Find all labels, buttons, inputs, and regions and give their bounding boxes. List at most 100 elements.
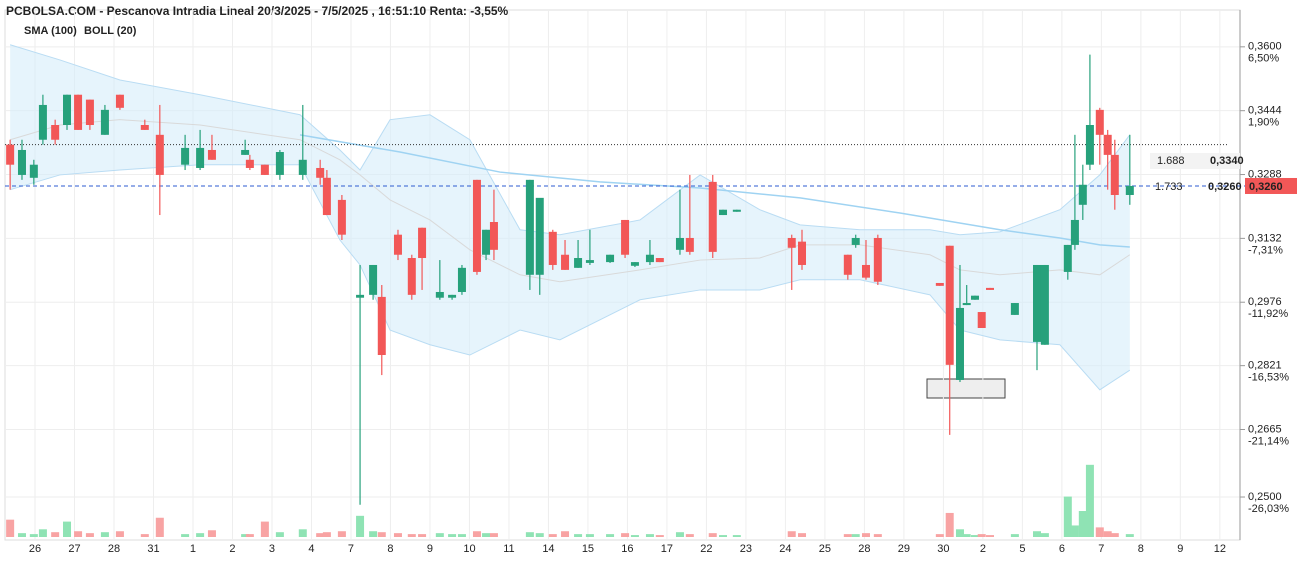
volume-bar bbox=[535, 533, 544, 537]
y-tick-label: 0,2665 bbox=[1248, 423, 1282, 435]
candle-body bbox=[472, 179, 481, 272]
volume-bar bbox=[1110, 533, 1119, 537]
x-tick-label: 25 bbox=[819, 543, 831, 555]
x-tick-label: 28 bbox=[858, 543, 870, 555]
candle-body bbox=[448, 294, 457, 298]
candle-body bbox=[861, 264, 870, 278]
x-tick-label: 27 bbox=[68, 543, 80, 555]
volume-bar bbox=[356, 515, 365, 537]
volume-bar bbox=[873, 534, 882, 537]
volume-bar bbox=[945, 512, 954, 537]
volume-bar bbox=[181, 534, 190, 537]
volume-bar bbox=[708, 533, 717, 537]
candle-body bbox=[1040, 264, 1049, 345]
volume-bar bbox=[675, 532, 684, 537]
candle-body bbox=[356, 294, 365, 298]
candle-body bbox=[645, 254, 654, 263]
candle-body bbox=[155, 134, 164, 175]
candle-body bbox=[945, 245, 954, 365]
x-tick-label: 17 bbox=[661, 543, 673, 555]
candle-body bbox=[17, 149, 26, 175]
volume-bar bbox=[393, 533, 402, 537]
candle-body bbox=[732, 209, 741, 212]
volume-bar bbox=[1070, 525, 1079, 537]
candle-body bbox=[140, 125, 149, 130]
volume-bar bbox=[574, 534, 583, 537]
x-tick-label: 2 bbox=[229, 543, 235, 555]
candle-body bbox=[873, 237, 882, 282]
candle-body bbox=[377, 296, 386, 356]
candle-body bbox=[561, 254, 570, 270]
candle-body bbox=[51, 125, 60, 140]
candle-body bbox=[621, 219, 630, 255]
y-tick-label: 0,3288 bbox=[1248, 168, 1282, 180]
candle-body bbox=[38, 104, 47, 140]
x-tick-label: 7 bbox=[1098, 543, 1104, 555]
candle-body bbox=[798, 241, 807, 265]
volume-bar bbox=[955, 529, 964, 537]
x-tick-label: 1 bbox=[190, 543, 196, 555]
candle-body bbox=[630, 262, 639, 266]
candle-body bbox=[535, 197, 544, 275]
candle-body bbox=[29, 164, 38, 178]
volume-bar bbox=[377, 532, 386, 537]
legend-boll: BOLL (20) bbox=[84, 25, 137, 37]
candle-body bbox=[851, 237, 860, 245]
volume-bar bbox=[1078, 511, 1087, 537]
candle-body bbox=[1110, 154, 1119, 195]
volume-bar bbox=[63, 521, 72, 537]
volume-bar bbox=[719, 535, 728, 537]
x-tick-label: 26 bbox=[29, 543, 41, 555]
candle-body bbox=[585, 260, 594, 263]
candle-body bbox=[525, 179, 534, 275]
x-tick-label: 16 bbox=[621, 543, 633, 555]
volume-bar bbox=[685, 534, 694, 537]
candle-body bbox=[181, 147, 190, 165]
candle-body bbox=[1010, 303, 1019, 315]
percent-label: 1,90% bbox=[1248, 117, 1279, 129]
volume-bar bbox=[369, 531, 378, 537]
volume-bar bbox=[316, 533, 325, 537]
percent-label: -21,14% bbox=[1248, 435, 1289, 447]
volume-bar bbox=[655, 535, 664, 537]
volume-bar bbox=[100, 532, 109, 537]
candle-body bbox=[85, 99, 94, 126]
candle-body bbox=[708, 181, 717, 252]
candle-body bbox=[241, 149, 250, 155]
last-price-tag bbox=[1245, 177, 1297, 194]
volume-bar bbox=[798, 533, 807, 537]
volume-bar bbox=[935, 534, 944, 537]
candle-body bbox=[275, 152, 284, 175]
candle-body bbox=[955, 307, 964, 380]
volume-bar bbox=[322, 532, 331, 537]
volume-bar bbox=[525, 532, 534, 537]
candle-body bbox=[843, 254, 852, 275]
candle-body bbox=[207, 149, 216, 160]
candle-body bbox=[418, 227, 427, 259]
x-tick-label: 22 bbox=[700, 543, 712, 555]
volume-bar bbox=[74, 531, 83, 537]
candle-body bbox=[196, 147, 205, 168]
volume-bar bbox=[606, 534, 615, 537]
candle-body bbox=[548, 231, 557, 265]
ask-price: 0,3260 bbox=[1208, 181, 1242, 193]
volume-bar bbox=[115, 531, 124, 537]
volume-bar bbox=[1040, 533, 1049, 537]
x-tick-label: 24 bbox=[779, 543, 791, 555]
x-tick-label: 9 bbox=[1177, 543, 1183, 555]
volume-bar bbox=[245, 534, 254, 537]
volume-bar bbox=[435, 533, 444, 537]
candle-body bbox=[260, 164, 269, 175]
x-tick-label: 4 bbox=[308, 543, 314, 555]
chart-title: PCBOLSA.COM - Pescanova Intradia Lineal … bbox=[6, 4, 509, 18]
candle-body bbox=[1032, 264, 1041, 342]
volume-bar bbox=[17, 533, 26, 537]
candle-body bbox=[1078, 184, 1087, 205]
bid-bg bbox=[1150, 153, 1240, 169]
candle-body bbox=[322, 177, 331, 216]
volume-bar bbox=[645, 534, 654, 537]
candle-body bbox=[489, 222, 498, 250]
volume-bar bbox=[298, 529, 307, 537]
ask-volume: 1.733 bbox=[1155, 181, 1183, 193]
